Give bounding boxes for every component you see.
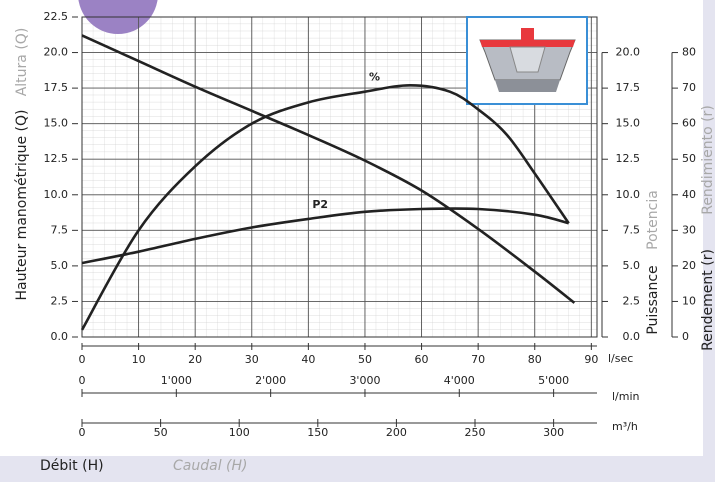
- x-tick-label: 50: [358, 353, 372, 366]
- y3-tick-label: 60: [682, 117, 696, 130]
- x2-tick-label: 1'000: [161, 374, 192, 387]
- y2-tick-label: 0.0: [623, 330, 641, 343]
- x3-tick-label: 50: [154, 426, 168, 439]
- x2-unit: l/min: [612, 390, 640, 403]
- x-unit: l/sec: [608, 352, 633, 365]
- x-tick-label: 40: [301, 353, 315, 366]
- x3-tick-label: 200: [386, 426, 407, 439]
- y-label-alt: Altura (Q): [14, 28, 30, 97]
- y-tick-label: 15.0: [44, 117, 69, 130]
- x-tick-label: 90: [584, 353, 598, 366]
- x3-tick-label: 300: [543, 426, 564, 439]
- y2-tick-label: 12.5: [616, 152, 641, 165]
- y3-label: Rendement (r): [700, 249, 715, 351]
- y-tick-label: 20.0: [44, 46, 69, 59]
- y2-label: Puissance: [645, 265, 661, 334]
- y-tick-label: 17.5: [44, 81, 69, 94]
- y-tick-label: 10.0: [44, 188, 69, 201]
- y-tick-label: 7.5: [51, 223, 69, 236]
- y3-label-alt: Rendimiento (r): [700, 105, 715, 215]
- curve-label: P2: [312, 198, 328, 211]
- y-tick-label: 22.5: [44, 10, 69, 23]
- curve-label: %: [369, 71, 380, 84]
- x2-tick-label: 3'000: [349, 374, 380, 387]
- curve: [80, 83, 570, 331]
- y2-tick-label: 5.0: [623, 259, 641, 272]
- curve: [81, 34, 576, 304]
- x2-tick-label: 2'000: [255, 374, 286, 387]
- y3-tick-label: 50: [682, 152, 696, 165]
- y3-tick-label: 30: [682, 223, 696, 236]
- x-tick-label: 20: [188, 353, 202, 366]
- impeller-image: [466, 16, 588, 105]
- x3-tick-label: 100: [229, 426, 250, 439]
- x2-tick-label: 4'000: [444, 374, 475, 387]
- y2-tick-label: 15.0: [616, 117, 641, 130]
- x2-tick-label: 5'000: [538, 374, 569, 387]
- x3-tick-label: 150: [307, 426, 328, 439]
- y3-tick-label: 10: [682, 294, 696, 307]
- y3-tick-label: 0: [682, 330, 689, 343]
- y-label: Hauteur manométrique (Q): [14, 110, 30, 301]
- y2-label-alt: Potencia: [645, 190, 661, 250]
- y2-tick-label: 7.5: [623, 223, 641, 236]
- x3-unit: m³/h: [612, 420, 638, 433]
- x-label: Débit (H): [40, 458, 104, 474]
- y-tick-label: 0.0: [51, 330, 69, 343]
- x-tick-label: 60: [415, 353, 429, 366]
- x2-tick-label: 0: [79, 374, 86, 387]
- y2-tick-label: 17.5: [616, 81, 641, 94]
- y2-tick-label: 10.0: [616, 188, 641, 201]
- y2-tick-label: 2.5: [623, 294, 641, 307]
- y3-tick-label: 70: [682, 81, 696, 94]
- y3-tick-label: 80: [682, 46, 696, 59]
- y3-tick-label: 40: [682, 188, 696, 201]
- x-tick-label: 0: [79, 353, 86, 366]
- x-tick-label: 70: [471, 353, 485, 366]
- x-tick-label: 80: [528, 353, 542, 366]
- curve: [81, 207, 570, 265]
- x-label-alt: Caudal (H): [173, 458, 247, 474]
- y-tick-label: 12.5: [44, 152, 69, 165]
- y-tick-label: 2.5: [51, 294, 69, 307]
- x-tick-label: 10: [132, 353, 146, 366]
- x3-tick-label: 250: [465, 426, 486, 439]
- x3-tick-label: 0: [79, 426, 86, 439]
- plot-frame: [81, 16, 598, 338]
- y2-tick-label: 20.0: [616, 46, 641, 59]
- x-tick-label: 30: [245, 353, 259, 366]
- y-tick-label: 5.0: [51, 259, 69, 272]
- y3-tick-label: 20: [682, 259, 696, 272]
